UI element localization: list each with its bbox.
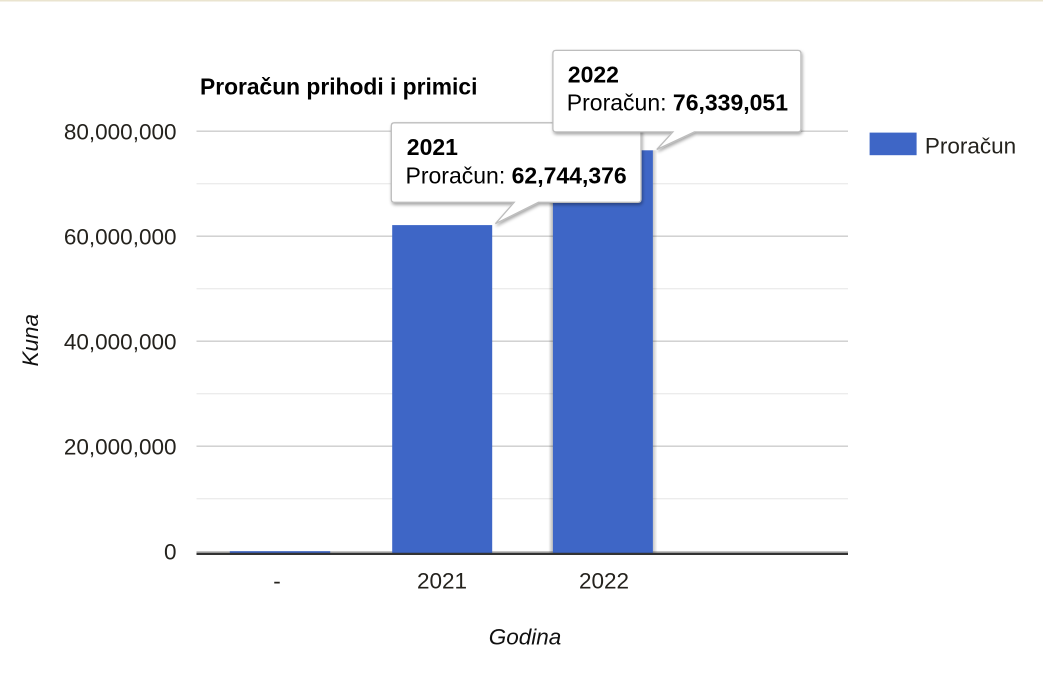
svg-text:80,000,000: 80,000,000 <box>64 119 177 144</box>
svg-text:Proračun prihodi i primici: Proračun prihodi i primici <box>200 74 477 100</box>
svg-text:0: 0 <box>164 540 177 565</box>
svg-text:60,000,000: 60,000,000 <box>64 224 177 249</box>
svg-text:2021: 2021 <box>407 134 458 160</box>
svg-text:2022: 2022 <box>568 62 619 88</box>
svg-text:2021: 2021 <box>417 568 467 593</box>
svg-text:40,000,000: 40,000,000 <box>64 329 177 354</box>
svg-text:Godina: Godina <box>489 625 562 650</box>
svg-text:Kuna: Kuna <box>18 314 43 367</box>
svg-text:Proračun: 62,744,376: Proračun: 62,744,376 <box>406 162 627 188</box>
svg-text:Proračun: 76,339,051: Proračun: 76,339,051 <box>567 89 788 115</box>
svg-text:20,000,000: 20,000,000 <box>64 434 177 459</box>
svg-text:-: - <box>273 568 281 593</box>
svg-text:2022: 2022 <box>579 568 629 593</box>
svg-text:Proračun: Proračun <box>925 134 1016 159</box>
